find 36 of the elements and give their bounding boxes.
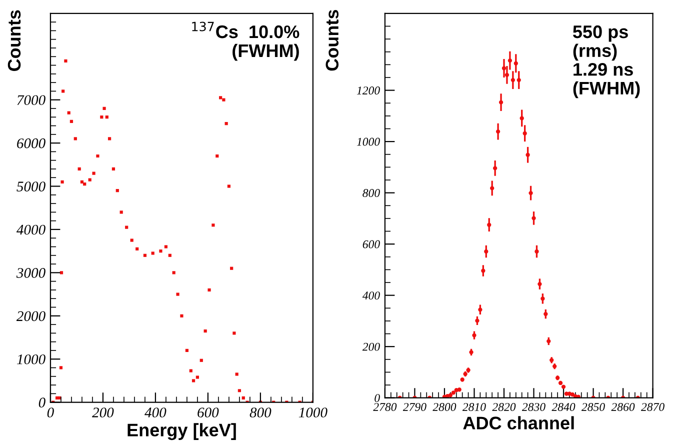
x-tick-label: 2870 (641, 403, 664, 411)
y-tick-label: 800 (362, 189, 380, 198)
x-tick-label: 2790 (402, 403, 426, 411)
y-tick-label: 1000 (356, 138, 380, 146)
x-tick-label: 2840 (552, 403, 576, 411)
y-axis-title: Counts (326, 10, 339, 71)
x-tick-label: 2780 (373, 403, 397, 411)
y-tick-label: 3000 (16, 268, 46, 278)
x-tick-label: 2860 (611, 403, 635, 411)
x-tick-label: 2850 (581, 403, 605, 411)
x-tick-label: 400 (144, 408, 166, 418)
y-tick-label: 0 (374, 394, 380, 402)
x-tick-label: 2830 (522, 403, 546, 411)
x-axis-title: Energy [keV] (128, 423, 236, 440)
y-tick-label: 600 (362, 240, 380, 248)
y-tick-label: 400 (362, 292, 380, 300)
x-tick-label: 600 (198, 408, 219, 418)
x-tick-label: 0 (47, 408, 54, 418)
y-axis-title: Counts (8, 10, 21, 71)
y-tick-label: 6000 (17, 138, 46, 148)
annotation: $^{137}$Cs 10.0% (FWHM) (192, 22, 300, 61)
x-tick-label: 800 (250, 408, 272, 418)
y-tick-label: 1200 (356, 86, 380, 95)
annotation: 550 ps (rms) 1.29 ns (FWHM) (573, 25, 640, 98)
x-tick-label: 2800 (432, 403, 456, 411)
x-axis-title: ADC channel (463, 416, 574, 430)
y-tick-label: 1000 (16, 354, 46, 364)
y-tick-label: 4000 (16, 224, 46, 235)
y-tick-label: 2000 (16, 311, 46, 322)
y-tick-label: 200 (362, 342, 380, 351)
x-tick-label: 200 (92, 408, 114, 418)
x-tick-label: 1000 (298, 408, 328, 418)
y-tick-label: 5000 (16, 182, 46, 192)
x-tick-label: 2810 (462, 403, 486, 411)
y-tick-label: 7000 (17, 95, 46, 106)
x-tick-label: 2820 (492, 403, 516, 411)
